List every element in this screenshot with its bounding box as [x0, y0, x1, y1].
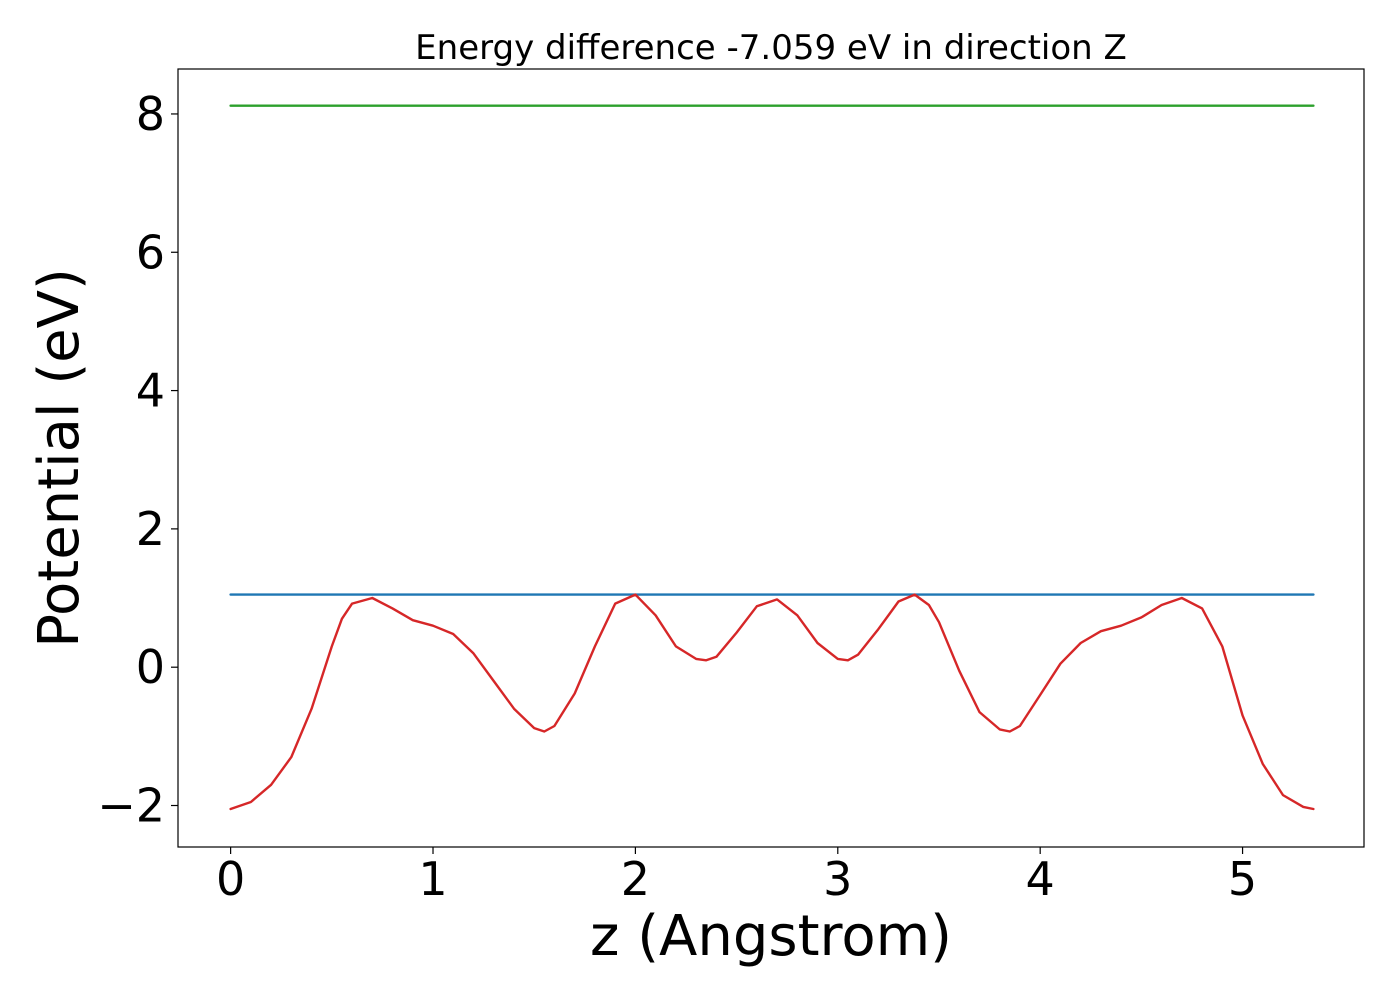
- series-layer: [229, 104, 1315, 811]
- x-tick-label-3: 3: [823, 852, 852, 906]
- y-tick-label-0: −2: [97, 779, 165, 833]
- x-axis-label: z (Angstrom): [590, 904, 952, 969]
- y-axis-ticks: −2 0 2 4 6 8: [97, 87, 178, 833]
- y-tick-label-4: 6: [136, 225, 165, 279]
- x-tick-label-0: 0: [216, 852, 245, 906]
- x-tick-label-2: 2: [621, 852, 650, 906]
- y-axis-label: Potential (eV): [27, 268, 92, 648]
- y-tick-label-3: 4: [136, 364, 165, 418]
- x-tick-label-4: 4: [1026, 852, 1055, 906]
- series-line-2: [229, 593, 1315, 811]
- y-tick-label-5: 8: [136, 87, 165, 141]
- y-tick-label-2: 2: [136, 502, 165, 556]
- x-tick-label-5: 5: [1228, 852, 1257, 906]
- chart-title: Energy difference -7.059 eV in direction…: [415, 28, 1127, 68]
- y-tick-label-1: 0: [136, 640, 165, 694]
- x-tick-label-1: 1: [418, 852, 447, 906]
- plot-frame: [177, 68, 1365, 848]
- x-axis-ticks: 0 1 2 3 4 5: [216, 847, 1257, 906]
- plot-area-background: [178, 69, 1364, 847]
